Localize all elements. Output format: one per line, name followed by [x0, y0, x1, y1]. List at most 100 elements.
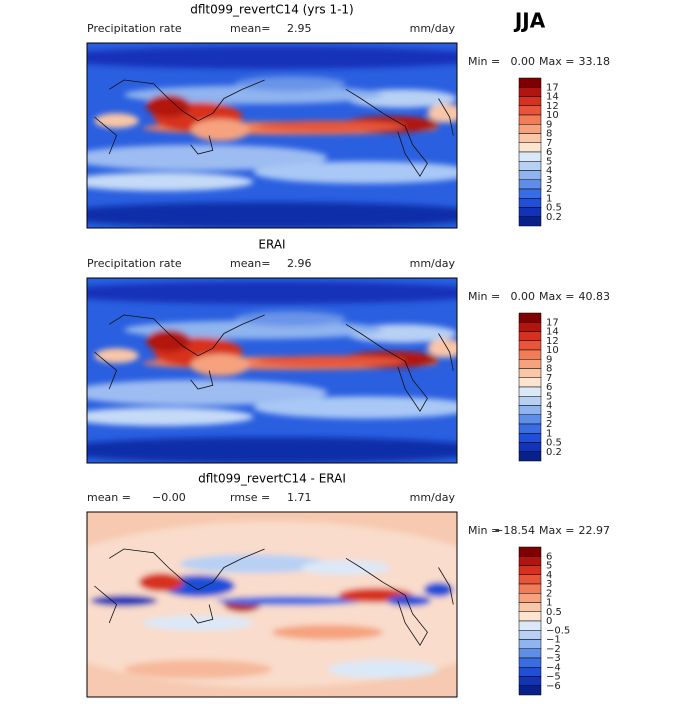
colorbar-label: 4 — [546, 570, 552, 581]
field-blob — [146, 94, 191, 117]
panel-title: dflt099_revertC14 (yrs 1-1) — [190, 3, 354, 17]
colorbar-box — [518, 414, 542, 425]
field-blob — [87, 437, 457, 463]
map-field — [87, 281, 457, 463]
colorbar-box — [518, 87, 542, 97]
colorbar-label: 2 — [546, 588, 552, 599]
colorbar-label: 6 — [546, 382, 552, 393]
colorbar-label: −2 — [546, 644, 561, 655]
map-frame — [86, 42, 458, 229]
field-blob — [257, 120, 406, 132]
colorbar-label: 5 — [546, 156, 552, 167]
colorbar-box — [518, 359, 542, 369]
colorbar-box — [518, 630, 542, 640]
colorbar-label: 8 — [546, 364, 552, 375]
colorbar-label: 17 — [546, 82, 559, 93]
min-label: Min = — [468, 55, 500, 68]
colorbar-box — [518, 648, 542, 659]
header-left: mean = — [87, 491, 131, 504]
field-blob — [235, 311, 346, 327]
min-value: 0.00 — [511, 290, 536, 303]
field-blob — [301, 560, 391, 575]
colorbar-box — [518, 386, 542, 397]
colorbar-label: 7 — [546, 138, 552, 149]
colorbar-label: −5 — [546, 672, 561, 683]
field-blob — [257, 355, 406, 367]
colorbar-box — [518, 161, 542, 171]
colorbar-box — [518, 639, 542, 649]
coastline — [94, 314, 454, 412]
colorbar-label: 7 — [546, 373, 552, 384]
colorbar-box — [518, 676, 542, 686]
map — [86, 511, 458, 698]
colorbar-box — [518, 423, 542, 434]
header-left: Precipitation rate — [87, 257, 182, 270]
colorbar-box — [518, 368, 542, 378]
colorbar-label: 8 — [546, 129, 552, 140]
colorbar-box — [518, 331, 542, 341]
field-blob — [94, 348, 139, 364]
field-blob — [216, 596, 365, 606]
colorbar-box — [518, 207, 542, 217]
colorbar-label: 9 — [546, 354, 552, 365]
field-blob — [386, 595, 432, 607]
max-value: 22.97 — [579, 524, 611, 537]
colorbar-box — [518, 565, 542, 575]
map-field — [87, 521, 457, 688]
header-left: −0.00 — [152, 491, 186, 504]
colorbar-label: 9 — [546, 119, 552, 130]
colorbar-box — [518, 546, 542, 557]
max-value: 33.18 — [579, 55, 611, 68]
colorbar-label: 0.2 — [546, 212, 562, 223]
max-label: Max = — [539, 290, 574, 303]
colorbar-label: −6 — [546, 681, 561, 692]
colorbar-box — [518, 442, 542, 452]
header-center: mean= — [230, 257, 270, 270]
colorbar-label: 14 — [546, 92, 559, 103]
colorbar-box — [518, 593, 542, 603]
panel-title: dflt099_revertC14 - ERAI — [198, 472, 346, 486]
colorbar-label: 10 — [546, 110, 559, 121]
colorbar-label: 4 — [546, 166, 552, 177]
colorbar-box — [518, 667, 542, 677]
colorbar-box — [518, 105, 542, 116]
field-blob — [124, 320, 383, 340]
field-blob — [124, 85, 383, 105]
colorbar-label: 5 — [546, 391, 552, 402]
coastline — [94, 548, 454, 646]
field-blob — [235, 76, 346, 92]
map-frame — [86, 277, 458, 464]
colorbar-label: 1 — [546, 598, 552, 609]
colorbar-box — [518, 602, 542, 612]
units: mm/day — [410, 22, 456, 35]
max-value: 40.83 — [579, 290, 611, 303]
panel-title: ERAI — [258, 238, 285, 252]
colorbar-label: 14 — [546, 327, 559, 338]
colorbar-label: 0.5 — [546, 203, 562, 214]
field-blob — [87, 407, 254, 426]
colorbar-box — [518, 114, 542, 125]
colorbar-box — [518, 574, 542, 585]
min-label: Min = — [468, 524, 500, 537]
field-blob — [179, 554, 328, 574]
field-blob — [190, 118, 250, 142]
map-frame — [86, 511, 458, 698]
colorbar-label: 1 — [546, 193, 552, 204]
colorbar-label: 2 — [546, 419, 552, 430]
colorbar-label: 3 — [546, 175, 552, 186]
colorbar-box — [518, 198, 542, 208]
field-blob — [87, 281, 457, 304]
colorbar-box — [518, 96, 542, 106]
colorbar-label: 0 — [546, 616, 552, 627]
colorbar-box — [518, 170, 542, 180]
colorbar-box — [518, 396, 542, 406]
colorbar-label: 0.5 — [546, 438, 562, 449]
colorbar-box — [518, 124, 542, 134]
header-center: 2.95 — [287, 22, 312, 35]
colorbar-label: 3 — [546, 410, 552, 421]
units: mm/day — [410, 491, 456, 504]
colorbar-label: 12 — [546, 101, 559, 112]
map-background — [87, 278, 457, 463]
colorbar-box — [518, 142, 542, 153]
panel: ERAI Precipitation rate mean= 2.96 mm/day Min… — [86, 238, 611, 464]
